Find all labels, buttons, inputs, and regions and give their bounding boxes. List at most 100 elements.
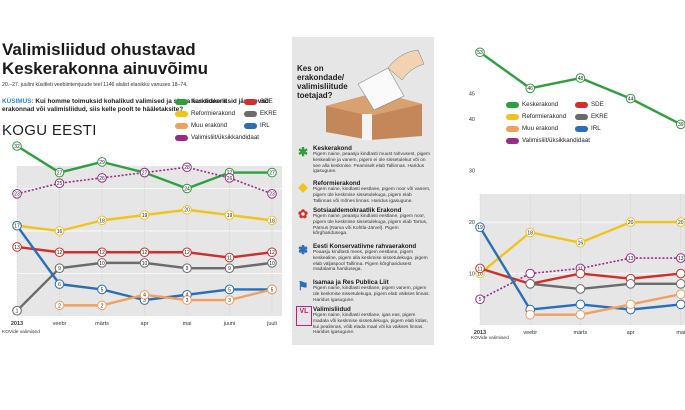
data-label-sde: 12 (57, 250, 63, 256)
data-point-sde (139, 247, 150, 258)
x-tick-label: märts (574, 330, 588, 336)
legend-muu: Muu erakond (175, 122, 227, 129)
legend-irl: IRL (575, 125, 601, 132)
data-point-irl (676, 299, 685, 310)
data-label-keskerakond: 27 (57, 170, 63, 176)
data-point-ekre (575, 284, 586, 294)
y-tick-label: 20 (469, 220, 475, 226)
data-label-keskerakond: 29 (99, 160, 105, 166)
data-label-keskerakond: 27 (269, 170, 275, 176)
hand-shape (387, 49, 425, 81)
party-name: Sotsiaaldemokraatlik Erakond (313, 207, 402, 214)
chart-background-band (17, 166, 282, 316)
data-label-ekre: 10 (99, 261, 105, 267)
data-label-keskerakond: 44 (628, 97, 634, 103)
reform-swatch (506, 113, 519, 120)
data-point-irl (224, 284, 235, 295)
party-name: Valimisliidud (313, 306, 351, 313)
data-point-sde (575, 268, 586, 279)
data-label-muu-erakond: 4 (143, 293, 146, 299)
data-label-irl: 3 (143, 298, 146, 304)
x-tick-label: veebr (53, 321, 67, 327)
data-label-sde: 12 (269, 250, 275, 256)
data-point-keskerakond (182, 183, 192, 194)
sde-logo-icon: ✿ (297, 207, 309, 221)
data-label-valimisliit-ksikkandidaat: 23 (269, 192, 275, 198)
data-label-sde: 12 (99, 250, 105, 256)
x-tick-label: apr (627, 330, 635, 336)
data-label-valimisliit-ksikkandidaat: 13 (678, 256, 684, 262)
data-point-muu-erakond (575, 309, 586, 320)
party-profile-valimisliidud: Valimisliidud Pigem naine, kindlasti eest… (313, 306, 431, 336)
data-point-valimisliit-ksikkandidaat (224, 173, 235, 183)
legend-label: Valimisliit/üksikkandidaat (191, 134, 259, 141)
legend-keskerakond: Keskerakond (506, 101, 558, 108)
data-point-ekre (54, 263, 65, 273)
data-label-sde: 11 (477, 266, 482, 272)
data-point-sde (224, 252, 235, 263)
data-point-muu-erakond (97, 300, 107, 311)
data-label-reformierakond: 19 (227, 213, 233, 219)
data-point-reformierakond (525, 227, 535, 238)
data-point-muu-erakond (139, 289, 150, 300)
question-label: KÜSIMUS: (2, 98, 34, 105)
ballot-slot-paper (362, 114, 372, 140)
source-note: KOVide valimised (471, 336, 509, 341)
data-point-keskerakond (475, 47, 485, 58)
series-line-sde (479, 267, 685, 286)
section-title: KOGU EESTI (2, 122, 97, 139)
legend-sde: SDE (244, 98, 273, 105)
data-point-irl (12, 220, 22, 231)
party-name: Keskerakond (313, 145, 352, 152)
legend-label: Keskerakond (522, 101, 559, 108)
x-tick-label: mai (183, 321, 192, 327)
irl-swatch (575, 125, 588, 132)
x-tick-label: juuli (266, 321, 277, 327)
data-label-reformierakond: 20 (628, 220, 634, 226)
data-label-reformierakond: 18 (269, 218, 275, 224)
data-label-reformierakond: 18 (99, 218, 105, 224)
data-label-irl: 5 (101, 287, 104, 293)
party-profile-sde: Sotsiaaldemokraatlik Erakond Pigem naine,… (313, 207, 431, 237)
party-name: Isamaa ja Res Publica Liit (313, 279, 389, 286)
profile-question: Kes on erakondade/ valimisliitude toetaj… (297, 64, 348, 100)
data-label-irl: 19 (477, 225, 483, 231)
data-label-muu-erakond: 2 (58, 303, 61, 309)
legend-label: Muu erakond (522, 125, 559, 132)
data-point-muu-erakond (676, 289, 685, 299)
data-label-muu-erakond: 5 (271, 287, 274, 293)
data-label-valimisliit-ksikkandidaat: 26 (99, 176, 105, 182)
ballot-box-illustration (326, 49, 425, 140)
legend-label: SDE (591, 101, 604, 108)
data-point-valimisliit-ksikkandidaat (54, 178, 65, 188)
ballot-paper (357, 67, 405, 111)
data-label-valimisliit-ksikkandidaat: 27 (142, 170, 148, 176)
legend-label: Muu erakond (191, 122, 228, 129)
party-description: Pigem naine, kindlasti eestlane, pigem n… (313, 187, 431, 204)
x-tick-label: veebr (523, 330, 537, 336)
data-label-ekre: 10 (269, 261, 275, 267)
keskerakond-swatch (506, 101, 519, 108)
y-tick-label: 40 (469, 117, 475, 123)
data-label-valimisliit-ksikkandidaat: 28 (184, 165, 190, 171)
legend-label: Keskerakond (191, 98, 228, 105)
data-point-ekre (12, 305, 22, 316)
survey-description: 20.–27. juulini küsitleti veebiintervjuu… (2, 82, 188, 88)
y-tick-label: 10 (469, 272, 475, 278)
headline: Valimisliidud ohustavad Keskerakonna ain… (2, 40, 208, 78)
party-name: Reformierakond (313, 180, 361, 187)
data-label-valimisliit-ksikkandidaat: 5 (479, 297, 482, 303)
data-point-muu-erakond (224, 295, 235, 305)
sde-swatch (244, 98, 257, 105)
x-tick-label: mai (676, 330, 685, 336)
series-line-valimisliit-ksikkandidaat (479, 257, 685, 300)
series-line-keskerakond (479, 51, 685, 126)
keskerakond-logo-icon: ✱ (297, 145, 309, 159)
keskerakond-swatch (175, 98, 188, 105)
y-tick-label: 45 (469, 91, 475, 97)
data-point-sde (267, 247, 277, 258)
data-point-ekre (267, 258, 277, 268)
legend-label: Reformierakond (191, 110, 236, 117)
legend-label: IRL (591, 125, 601, 132)
data-point-reformierakond (575, 237, 586, 248)
